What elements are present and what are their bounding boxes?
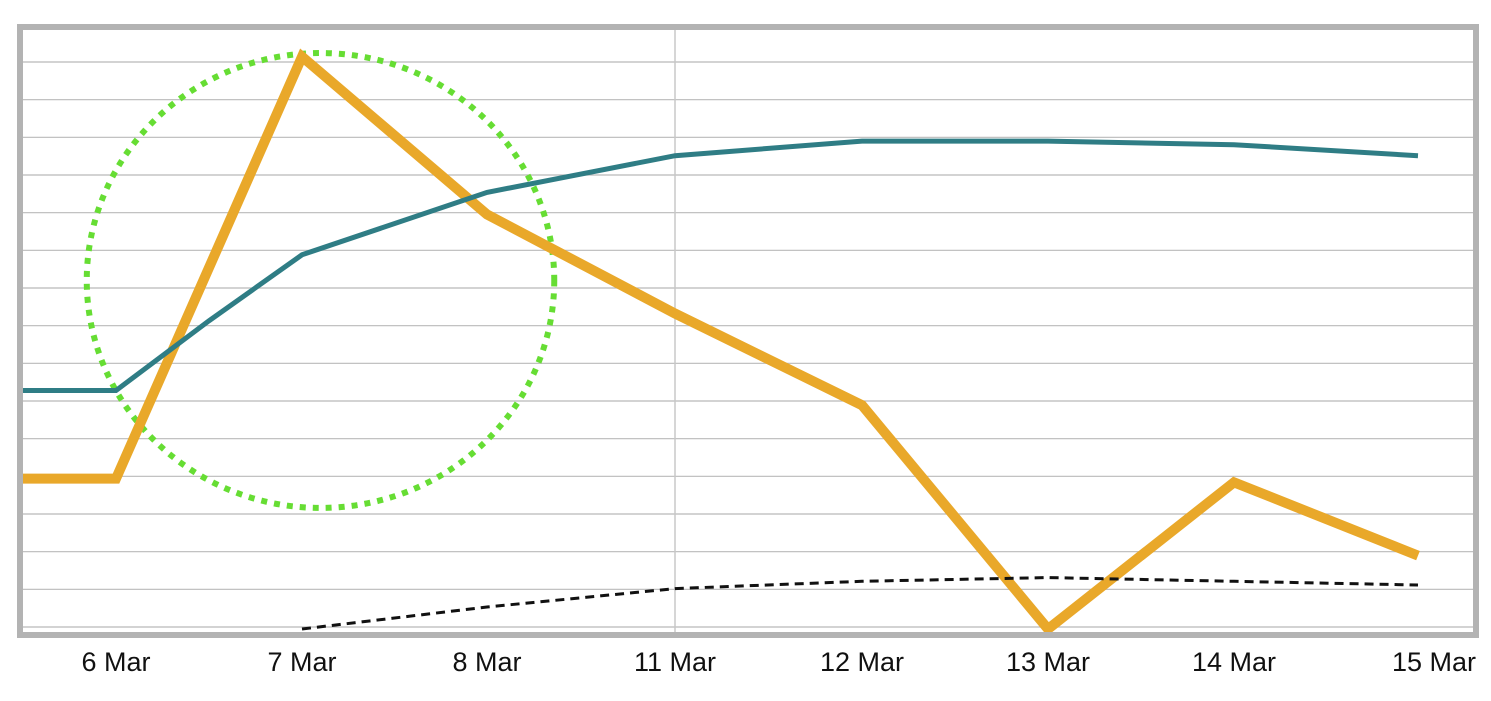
series-line-1 xyxy=(23,48,1420,636)
x-tick-label: 13 Mar xyxy=(1006,647,1090,677)
series xyxy=(23,48,1420,636)
series-line-3 xyxy=(301,576,1419,631)
x-tick-label: 14 Mar xyxy=(1192,647,1276,677)
x-tick-label: 7 Mar xyxy=(267,647,336,677)
x-tick-label: 11 Mar xyxy=(634,647,716,677)
x-tick-label: 8 Mar xyxy=(452,647,521,677)
annotation xyxy=(83,50,558,511)
x-tick-label: 6 Mar xyxy=(81,647,150,677)
plot-frame xyxy=(17,24,1479,638)
x-axis-tick-labels: 6 Mar 7 Mar 8 Mar 11 Mar 12 Mar 13 Mar 14 Mar 1… xyxy=(81,647,1476,677)
series-line-2 xyxy=(23,138,1419,393)
annotation-dotted-circle xyxy=(83,50,558,511)
x-tick-label: 12 Mar xyxy=(820,647,904,677)
x-tick-label: 15 Mar xyxy=(1392,647,1476,677)
gridlines xyxy=(20,61,1476,628)
